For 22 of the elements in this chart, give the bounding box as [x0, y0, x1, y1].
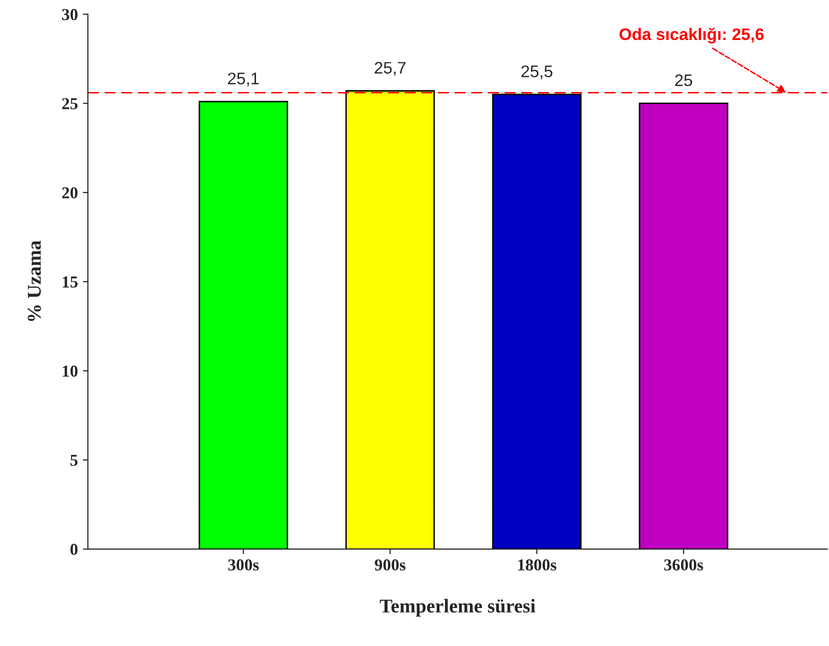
data-label: 25,1: [228, 72, 259, 86]
y-tick-label: 15: [62, 276, 78, 288]
ref-line-label: Oda sıcaklığı: 25,6: [620, 28, 764, 44]
y-tick-label: 20: [62, 187, 78, 198]
y-tick-label: 30: [62, 8, 78, 20]
y-tick-label: 0: [70, 544, 78, 556]
y-tick-label: 5: [70, 454, 78, 466]
y-tick-label: 10: [62, 366, 78, 377]
y-tick-label: 25: [62, 98, 78, 110]
x-tick-label: 3600s: [664, 559, 704, 571]
x-axis-title: Temperleme süresi: [380, 598, 536, 617]
bar: [345, 90, 435, 550]
bar: [198, 100, 288, 550]
bar: [638, 102, 728, 550]
bar: [492, 94, 582, 550]
x-tick-label: 1800s: [518, 559, 556, 571]
data-label: 25,5: [521, 65, 552, 80]
data-label: 25,7: [374, 62, 406, 76]
y-axis-title: % Uzama: [28, 240, 41, 321]
x-tick-label: 300s: [228, 559, 259, 571]
x-tick-label: 900s: [374, 559, 406, 571]
data-label: 25: [675, 74, 692, 86]
